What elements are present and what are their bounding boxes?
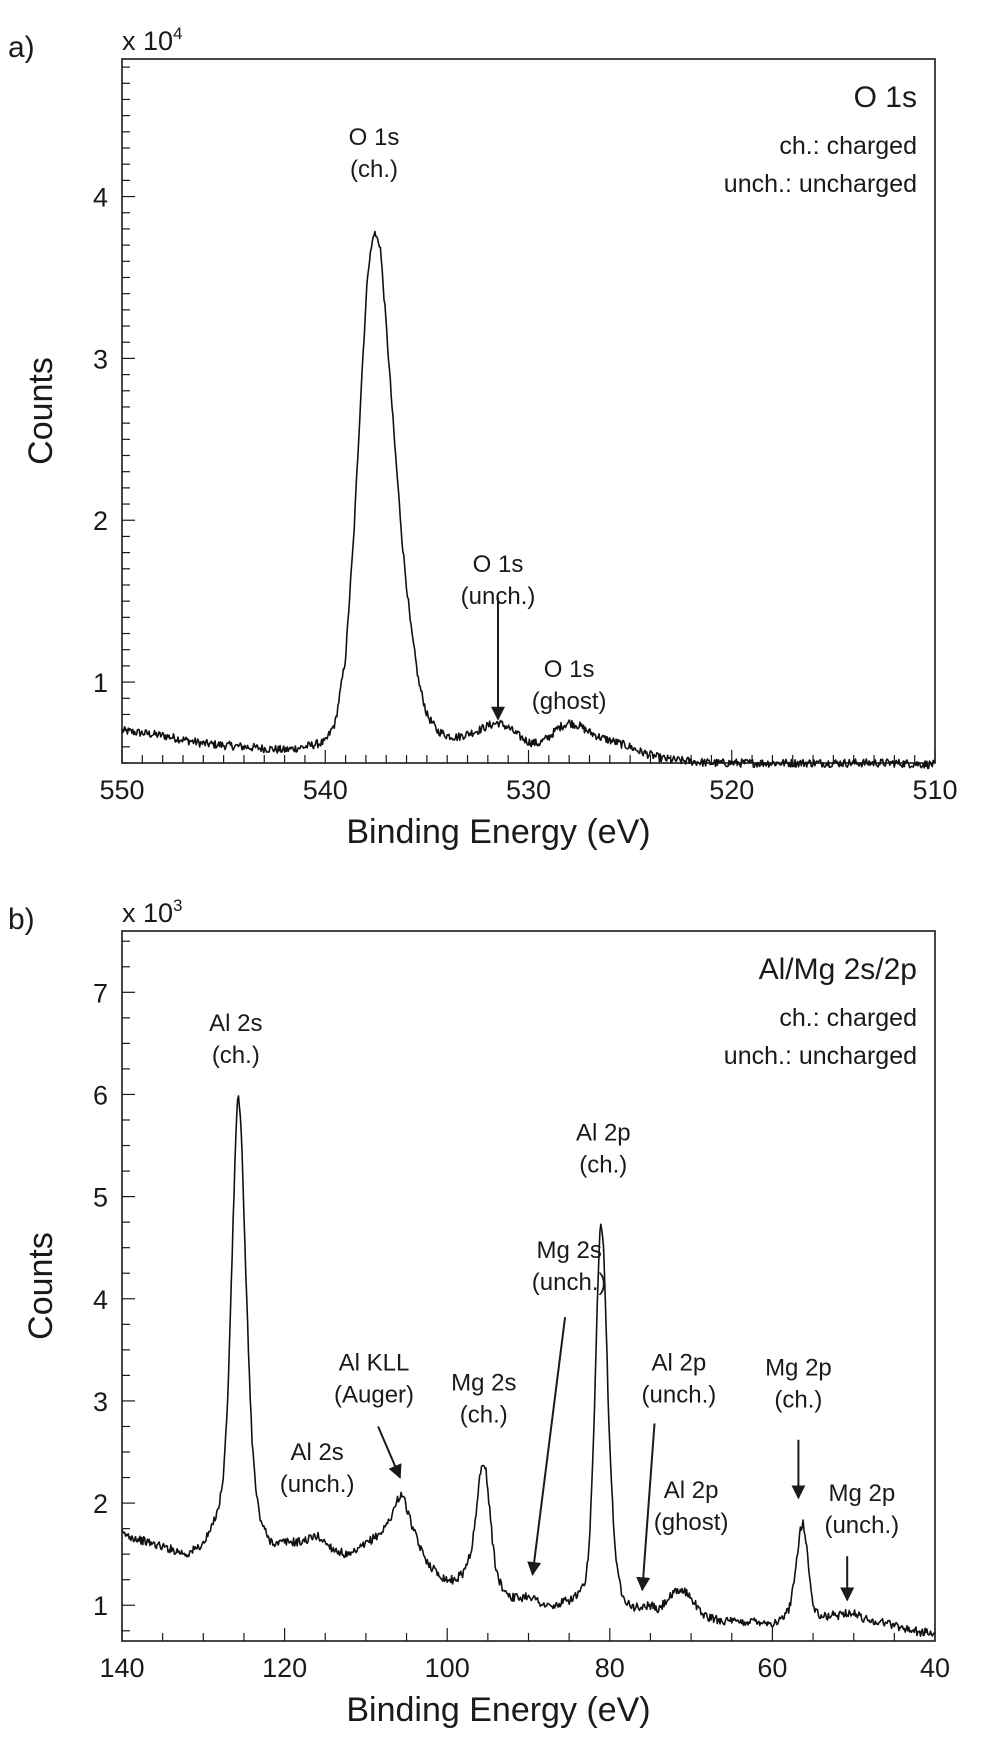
axis-multiplier: x 104 (122, 24, 183, 56)
x-tick-label: 520 (709, 775, 754, 805)
legend-line: ch.: charged (779, 132, 917, 160)
peak-annotation: Al 2p (ch.) (576, 1119, 631, 1178)
multiplier-exponent: 4 (173, 24, 182, 43)
peak-annotation: Mg 2p (ch.) (765, 1354, 832, 1500)
peak-annotation: Al 2p (unch.) (636, 1349, 717, 1592)
peak-label: (ch.) (350, 156, 398, 183)
annotation-arrow (377, 1426, 402, 1479)
x-axis-label: Binding Energy (eV) (346, 1691, 650, 1729)
peak-label: (Auger) (334, 1381, 414, 1408)
x-tick-label: 540 (303, 775, 348, 805)
x-tick-label: 530 (506, 775, 551, 805)
multiplier-exponent: 3 (173, 896, 182, 915)
annotation-arrow (527, 1317, 567, 1576)
peak-label: (ghost) (532, 688, 607, 715)
multiplier-base: x 10 (122, 26, 173, 56)
peak-label: (ch.) (774, 1386, 822, 1413)
y-tick-label: 2 (93, 1489, 108, 1519)
y-tick-label: 4 (93, 183, 108, 213)
peak-label: Al 2p (664, 1477, 719, 1504)
spectrum-line (121, 1095, 936, 1637)
legend-line: unch.: uncharged (724, 1042, 917, 1070)
peak-label: (ch.) (212, 1042, 260, 1069)
y-axis-label: Counts (22, 357, 60, 465)
peak-label: (unch.) (824, 1512, 899, 1539)
peak-label: O 1s (349, 124, 400, 151)
y-tick-label: 6 (93, 1080, 108, 1110)
peak-annotation: Al 2p (ghost) (654, 1477, 729, 1536)
region-title: Al/Mg 2s/2p (759, 953, 917, 986)
x-tick-label: 100 (425, 1653, 470, 1683)
peak-label: (ch.) (579, 1151, 627, 1178)
peak-annotation: Mg 2s (ch.) (451, 1370, 516, 1429)
panel-label: b) (8, 903, 35, 936)
peak-label: Al 2p (576, 1119, 631, 1146)
panel-label: a) (8, 31, 35, 64)
plot-frame (121, 930, 936, 1642)
y-tick-label: 4 (93, 1285, 108, 1315)
x-tick-label: 120 (262, 1653, 307, 1683)
y-tick-label: 3 (93, 1387, 108, 1417)
y-axis-label: Counts (22, 1232, 60, 1340)
y-tick-label: 1 (93, 668, 108, 698)
peak-annotation: O 1s (ch.) (349, 124, 400, 183)
peak-label: Al 2p (652, 1349, 707, 1376)
legend-line: unch.: uncharged (724, 170, 917, 198)
multiplier-base: x 10 (122, 898, 173, 928)
peak-annotation: O 1s (ghost) (532, 656, 607, 715)
y-tick-label: 2 (93, 506, 108, 536)
peak-annotation: Mg 2s (unch.) (527, 1237, 607, 1576)
peak-annotation: Mg 2p (unch.) (824, 1480, 899, 1602)
spectrum-line (121, 230, 936, 770)
y-tick-label: 7 (93, 978, 108, 1008)
legend-line: ch.: charged (779, 1004, 917, 1032)
annotation-arrow (636, 1423, 656, 1592)
peak-annotation: Al 2s (ch.) (209, 1010, 262, 1069)
y-tick-label: 3 (93, 344, 108, 374)
peak-label: (ghost) (654, 1509, 729, 1536)
peak-label: Al KLL (339, 1349, 410, 1376)
x-tick-label: 510 (912, 775, 957, 805)
peak-label: Al 2s (290, 1439, 343, 1466)
peak-label: Mg 2p (765, 1354, 832, 1381)
axis-multiplier: x 103 (122, 896, 183, 928)
y-tick-label: 5 (93, 1183, 108, 1213)
peak-label: (unch.) (280, 1471, 355, 1498)
x-tick-label: 550 (99, 775, 144, 805)
x-axis-label: Binding Energy (eV) (346, 813, 650, 851)
y-tick-label: 1 (93, 1591, 108, 1621)
peak-annotation: O 1s(unch.) (461, 551, 535, 721)
peak-annotation: Al 2s (unch.) (280, 1439, 355, 1498)
peak-label: Mg 2p (828, 1480, 895, 1507)
peak-label: Mg 2s (451, 1370, 516, 1397)
peak-label: Al 2s (209, 1010, 262, 1037)
plot-frame (121, 58, 936, 764)
peak-label: O 1s (544, 656, 595, 683)
x-tick-label: 60 (757, 1653, 787, 1683)
peak-label: O 1s (473, 551, 524, 578)
region-title: O 1s (854, 81, 917, 114)
peak-label: Mg 2s (536, 1237, 601, 1264)
x-tick-label: 140 (99, 1653, 144, 1683)
x-tick-label: 80 (595, 1653, 625, 1683)
peak-label: (unch.) (532, 1269, 607, 1296)
x-tick-label: 40 (920, 1653, 950, 1683)
peak-annotation: Al KLL (Auger) (334, 1349, 414, 1479)
peak-label: (ch.) (460, 1402, 508, 1429)
peak-label: (unch.) (642, 1381, 717, 1408)
